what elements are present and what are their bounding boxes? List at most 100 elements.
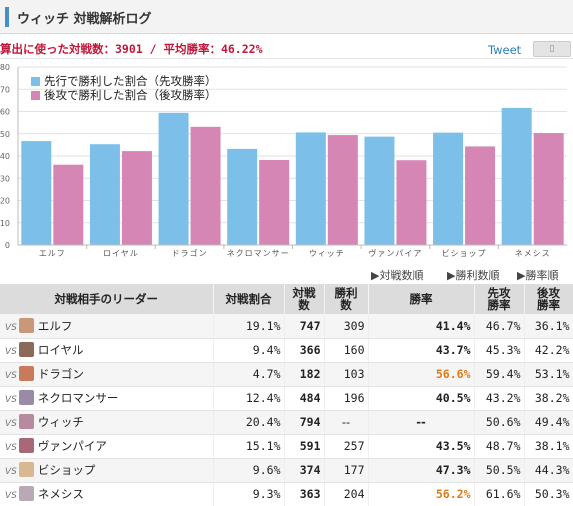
cell-wins: 257 bbox=[324, 434, 369, 459]
chart-legend: 先行で勝利した割合（先攻勝率） 後攻で勝利した割合（後攻勝率） bbox=[31, 74, 217, 102]
cell-leader[interactable]: VS ドラゴン bbox=[0, 362, 214, 387]
cell-second-rate: 42.2% bbox=[524, 338, 573, 363]
x-tick-label: ネメシス bbox=[515, 249, 551, 258]
x-tick-label: ウィッチ bbox=[309, 249, 345, 258]
sort-by-wins-link[interactable]: ▶勝利数順 bbox=[447, 269, 500, 282]
legend-swatch-first bbox=[31, 76, 40, 86]
table-row[interactable]: VS ウィッチ 20.4% 794 -- -- 50.6% 49.4% bbox=[0, 410, 573, 435]
cell-first-rate: 50.6% bbox=[474, 410, 525, 435]
cell-share: 15.1% bbox=[213, 434, 285, 459]
vs-label: VS bbox=[5, 467, 17, 477]
win-rate-chart: 0 10 20 30 40 50 60 70 80 エルフ ロイヤル ドラゴン ネクロマンサー ウィッチ ヴ… bbox=[0, 58, 573, 264]
leader-name: ヴァンパイア bbox=[37, 439, 107, 453]
cell-matches: 591 bbox=[284, 434, 325, 459]
cell-leader[interactable]: VS ウィッチ bbox=[0, 410, 214, 435]
cell-first-rate: 61.6% bbox=[474, 482, 525, 506]
legend-item-first: 先行で勝利した割合（先攻勝率） bbox=[31, 74, 217, 88]
cell-rate: 47.3% bbox=[368, 458, 475, 483]
tweet-link[interactable]: Tweet bbox=[488, 43, 522, 57]
bar-second-1 bbox=[121, 151, 152, 245]
cell-second-rate: 38.1% bbox=[524, 434, 573, 459]
page-title: ウィッチ 対戦解析ログ bbox=[17, 12, 152, 27]
legend-swatch-second bbox=[31, 90, 40, 100]
table-row[interactable]: VS ドラゴン 4.7% 182 103 56.6% 59.4% 53.1% bbox=[0, 362, 573, 387]
cell-matches: 182 bbox=[284, 362, 325, 387]
leader-avatar-icon bbox=[18, 342, 34, 357]
bar-second-7 bbox=[533, 133, 564, 245]
leader-name: ドラゴン bbox=[37, 367, 84, 381]
header-rate[interactable]: 勝率 bbox=[368, 284, 475, 314]
y-tick-label: 80 bbox=[0, 63, 10, 72]
table-row[interactable]: VS ビショップ 9.6% 374 177 47.3% 50.5% 44.3% bbox=[0, 458, 573, 483]
table-row[interactable]: VS ネクロマンサー 12.4% 484 196 40.5% 43.2% 38.2% bbox=[0, 386, 573, 411]
cell-matches: 366 bbox=[284, 338, 325, 363]
y-tick-label: 50 bbox=[0, 130, 10, 139]
cell-wins: 103 bbox=[324, 362, 369, 387]
bar-first-7 bbox=[501, 107, 532, 245]
table-row[interactable]: VS エルフ 19.1% 747 309 41.4% 46.7% 36.1% bbox=[0, 314, 573, 339]
cell-leader[interactable]: VS ネメシス bbox=[0, 482, 214, 506]
bar-first-5 bbox=[364, 136, 395, 245]
bar-first-3 bbox=[227, 148, 258, 245]
cell-rate: 43.5% bbox=[368, 434, 475, 459]
legend-item-second: 後攻で勝利した割合（後攻勝率） bbox=[31, 88, 217, 102]
cell-first-rate: 43.2% bbox=[474, 386, 525, 411]
header-second-rate[interactable]: 後攻 勝率 bbox=[524, 284, 573, 314]
cell-leader[interactable]: VS ビショップ bbox=[0, 458, 214, 483]
cell-leader[interactable]: VS ネクロマンサー bbox=[0, 386, 214, 411]
header-leader[interactable]: 対戦相手のリーダー bbox=[0, 284, 214, 314]
leader-avatar-icon bbox=[18, 366, 34, 381]
cell-share: 9.3% bbox=[213, 482, 285, 506]
table-row[interactable]: VS ヴァンパイア 15.1% 591 257 43.5% 48.7% 38.1% bbox=[0, 434, 573, 459]
cell-matches: 484 bbox=[284, 386, 325, 411]
cell-second-rate: 50.3% bbox=[524, 482, 573, 506]
cell-share: 9.6% bbox=[213, 458, 285, 483]
sort-by-matches-link[interactable]: ▶対戦数順 bbox=[371, 269, 424, 282]
cell-leader[interactable]: VS ロイヤル bbox=[0, 338, 214, 363]
header-first-rate[interactable]: 先攻 勝率 bbox=[474, 284, 525, 314]
bar-first-6 bbox=[433, 132, 464, 245]
x-tick-label: ビショップ bbox=[442, 249, 487, 258]
title-bar: ウィッチ 対戦解析ログ bbox=[0, 0, 573, 34]
matchup-table: 対戦相手のリーダー 対戦割合 対戦数 勝利数 勝率 先攻 勝率 後攻 勝率 VS エル… bbox=[0, 284, 573, 506]
bar-second-5 bbox=[396, 160, 427, 245]
cell-rate: 43.7% bbox=[368, 338, 475, 363]
bar-first-2 bbox=[158, 112, 189, 246]
cell-wins: 196 bbox=[324, 386, 369, 411]
cell-leader[interactable]: VS エルフ bbox=[0, 314, 214, 339]
vs-label: VS bbox=[5, 491, 17, 501]
vs-label: VS bbox=[5, 395, 17, 405]
cell-share: 9.4% bbox=[213, 338, 285, 363]
cell-second-rate: 36.1% bbox=[524, 314, 573, 339]
cell-rate: 56.2% bbox=[368, 482, 475, 506]
title-accent-bar bbox=[5, 7, 9, 27]
vs-label: VS bbox=[5, 322, 17, 333]
header-share[interactable]: 対戦割合 bbox=[213, 284, 285, 314]
page-icon[interactable]: ▯ bbox=[533, 41, 571, 57]
cell-leader[interactable]: VS ヴァンパイア bbox=[0, 434, 214, 459]
cell-share: 19.1% bbox=[213, 314, 285, 339]
leader-name: ウィッチ bbox=[37, 415, 84, 429]
leader-name: ビショップ bbox=[37, 463, 96, 477]
y-tick-label: 10 bbox=[0, 219, 10, 228]
table-row[interactable]: VS ネメシス 9.3% 363 204 56.2% 61.6% 50.3% bbox=[0, 482, 573, 506]
leader-avatar-icon bbox=[18, 438, 34, 453]
chart-canvas: 0 10 20 30 40 50 60 70 80 エルフ ロイヤル ドラゴン ネクロマンサー ウィッチ ヴ… bbox=[0, 63, 567, 258]
summary-text: 算出に使った対戦数：3901 / 平均勝率：46.22% bbox=[0, 42, 263, 56]
bar-first-4 bbox=[295, 132, 326, 245]
x-tick-label: ヴァンパイア bbox=[368, 248, 422, 258]
cell-wins: 160 bbox=[324, 338, 369, 363]
bar-first-1 bbox=[89, 144, 120, 245]
x-tick-label: ロイヤル bbox=[103, 249, 139, 258]
sort-by-rate-link[interactable]: ▶勝率順 bbox=[517, 269, 559, 282]
header-matches[interactable]: 対戦数 bbox=[284, 284, 325, 314]
vs-label: VS bbox=[5, 347, 17, 357]
bar-first-0 bbox=[21, 141, 52, 245]
y-tick-label: 0 bbox=[5, 241, 10, 250]
vs-label: VS bbox=[5, 371, 17, 381]
table-row[interactable]: VS ロイヤル 9.4% 366 160 43.7% 45.3% 42.2% bbox=[0, 338, 573, 363]
header-wins[interactable]: 勝利数 bbox=[324, 284, 369, 314]
legend-label-second: 後攻で勝利した割合（後攻勝率） bbox=[44, 88, 217, 102]
bar-second-0 bbox=[53, 164, 84, 245]
x-tick-label: ネクロマンサー bbox=[227, 249, 290, 258]
